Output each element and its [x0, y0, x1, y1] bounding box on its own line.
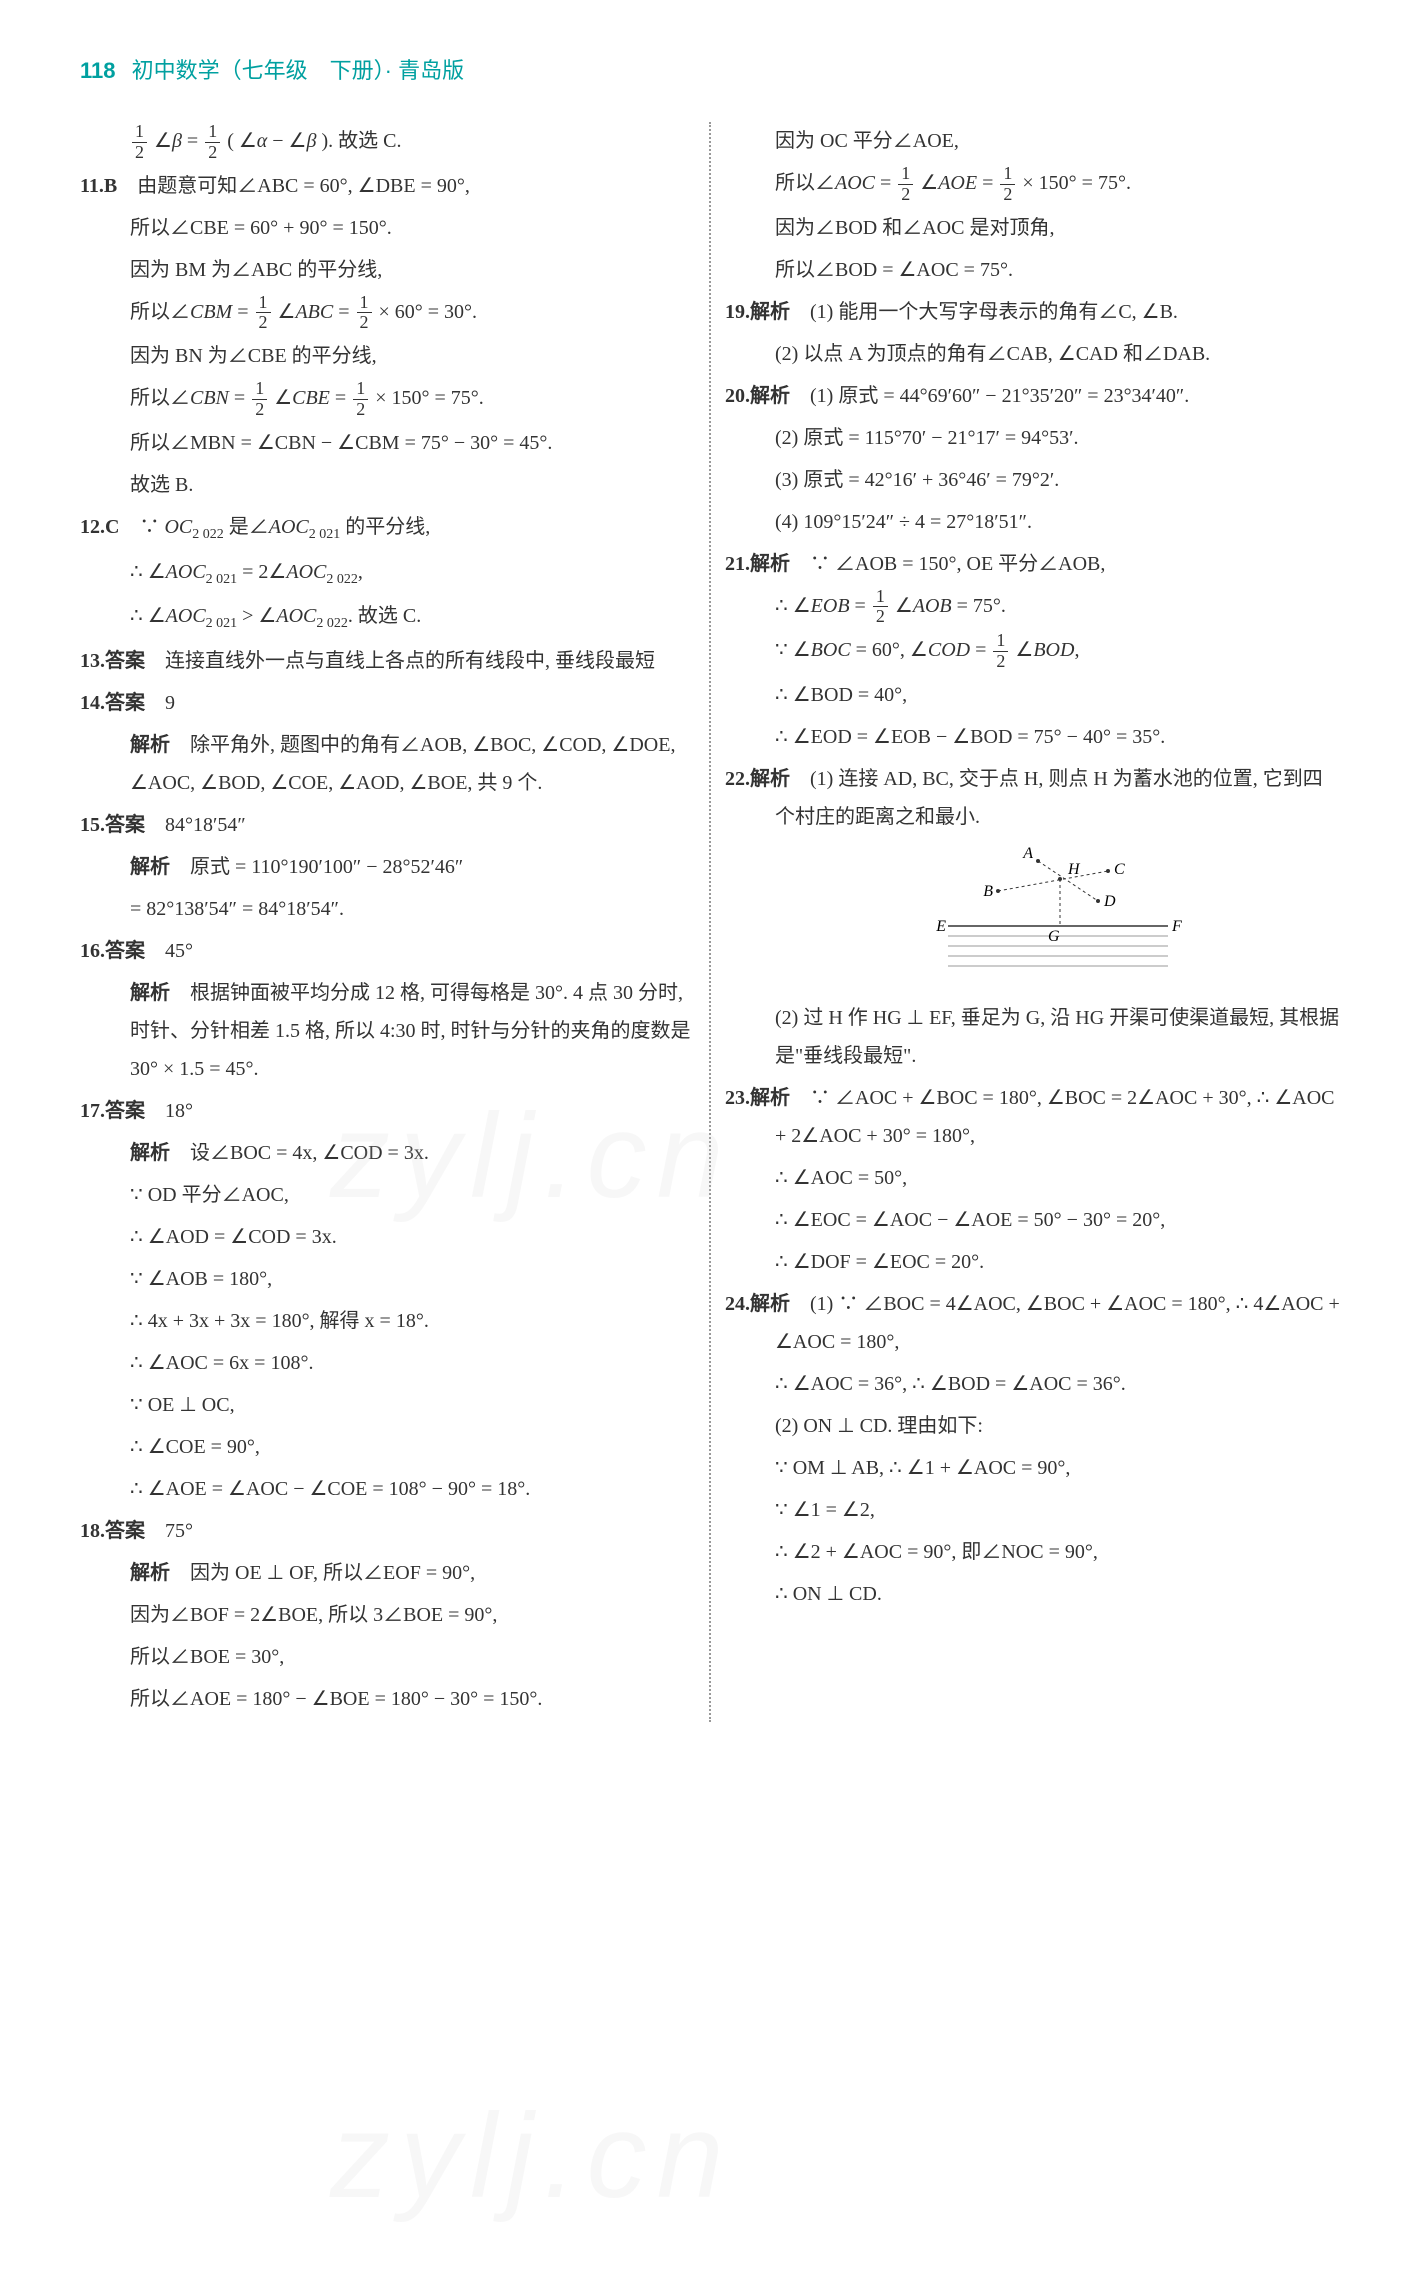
q24: 24.解析 (1) ∵ ∠BOC = 4∠AOC, ∠BOC + ∠AOC = … — [725, 1285, 1340, 1361]
text-line: 解析 根据钟面被平均分成 12 格, 可得每格是 30°. 4 点 30 分时,… — [80, 974, 695, 1088]
q21: 21.解析 ∵ ∠AOB = 150°, OE 平分∠AOB, — [725, 545, 1340, 583]
diagram-label-G: G — [1048, 928, 1060, 945]
content-columns: zylj.cn zylj.cn 12 ∠β = 12 ( ∠α − ∠β ). … — [80, 122, 1340, 1722]
q16: 16.答案 45° — [80, 932, 695, 970]
diagram-label-F: F — [1171, 918, 1182, 935]
page-title: 初中数学（七年级 下册）· 青岛版 — [132, 58, 464, 83]
text-line: ∴ ∠AOC2 021 = 2∠AOC2 022, — [80, 553, 695, 594]
right-column: 因为 OC 平分∠AOE, 所以∠AOC = 12 ∠AOE = 12 × 15… — [725, 122, 1340, 1722]
text-line: ∴ ∠EOD = ∠EOB − ∠BOD = 75° − 40° = 35°. — [725, 718, 1340, 756]
q-number: 21. — [725, 553, 750, 575]
text-line: (2) ON ⊥ CD. 理由如下: — [725, 1407, 1340, 1445]
q19: 19.解析 (1) 能用一个大写字母表示的角有∠C, ∠B. — [725, 293, 1340, 331]
text-line: 所以∠AOC = 12 ∠AOE = 12 × 150° = 75°. — [725, 164, 1340, 205]
text-line: ∵ OD 平分∠AOC, — [80, 1176, 695, 1214]
text-line: ∴ ∠AOC = 6x = 108°. — [80, 1344, 695, 1382]
text-line: 因为 BN 为∠CBE 的平分线, — [80, 337, 695, 375]
text-line: 解析 设∠BOC = 4x, ∠COD = 3x. — [80, 1134, 695, 1172]
text-line: 解析 原式 = 110°190′100″ − 28°52′46″ — [80, 848, 695, 886]
text-line: ∴ ∠DOF = ∠EOC = 20°. — [725, 1243, 1340, 1281]
q-number: 24. — [725, 1293, 750, 1315]
text-line: (2) 过 H 作 HG ⊥ EF, 垂足为 G, 沿 HG 开渠可使渠道最短,… — [725, 999, 1340, 1075]
text-line: ∵ OE ⊥ OC, — [80, 1386, 695, 1424]
q-number: 22. — [725, 768, 750, 790]
text-line: ∴ ∠AOC2 021 > ∠AOC2 022. 故选 C. — [80, 597, 695, 638]
q20: 20.解析 (1) 原式 = 44°69′60″ − 21°35′20″ = 2… — [725, 377, 1340, 415]
text-line: (2) 以点 A 为顶点的角有∠CAB, ∠CAD 和∠DAB. — [725, 335, 1340, 373]
q-number: 16. — [80, 940, 105, 962]
text-line: ∴ ∠BOD = 40°, — [725, 676, 1340, 714]
q-number: 13. — [80, 650, 105, 672]
q15: 15.答案 84°18′54″ — [80, 806, 695, 844]
text-line: (4) 109°15′24″ ÷ 4 = 27°18′51″. — [725, 503, 1340, 541]
text-line: 所以∠BOD = ∠AOC = 75°. — [725, 251, 1340, 289]
text-line: ∵ OM ⊥ AB, ∴ ∠1 + ∠AOC = 90°, — [725, 1449, 1340, 1487]
diagram-label-B: B — [983, 883, 993, 900]
text-line: 所以∠AOE = 180° − ∠BOE = 180° − 30° = 150°… — [80, 1680, 695, 1718]
q18: 18.答案 75° — [80, 1512, 695, 1550]
text-line: 所以∠CBM = 12 ∠ABC = 12 × 60° = 30°. — [80, 293, 695, 334]
q-number: 15. — [80, 814, 105, 836]
text-line: 因为 BM 为∠ABC 的平分线, — [80, 251, 695, 289]
diagram-label-C: C — [1114, 861, 1125, 878]
text-line: ∴ ∠EOB = 12 ∠AOB = 75°. — [725, 587, 1340, 628]
q-number: 20. — [725, 385, 750, 407]
text-line: 解析 除平角外, 题图中的角有∠AOB, ∠BOC, ∠COD, ∠DOE, ∠… — [80, 726, 695, 802]
q14: 14.答案 9 — [80, 684, 695, 722]
diagram-label-H: H — [1067, 861, 1081, 878]
watermark-2: zylj.cn — [330, 2042, 733, 2270]
text-line: ∴ ∠AOE = ∠AOC − ∠COE = 108° − 90° = 18°. — [80, 1470, 695, 1508]
diagram-label-A: A — [1022, 846, 1033, 862]
page-number: 118 — [80, 58, 116, 83]
text-line: 所以∠MBN = ∠CBN − ∠CBM = 75° − 30° = 45°. — [80, 424, 695, 462]
text-line: ∵ ∠AOB = 180°, — [80, 1260, 695, 1298]
q-number: 19. — [725, 301, 750, 323]
text-line: ∴ ∠2 + ∠AOC = 90°, 即∠NOC = 90°, — [725, 1533, 1340, 1571]
q-number: 11.B — [80, 175, 117, 197]
q-number: 12.C — [80, 516, 119, 538]
text-line: 解析 因为 OE ⊥ OF, 所以∠EOF = 90°, — [80, 1554, 695, 1592]
text-line: 所以∠CBN = 12 ∠CBE = 12 × 150° = 75°. — [80, 379, 695, 420]
text-line: ∴ ∠AOD = ∠COD = 3x. — [80, 1218, 695, 1256]
text-line: ∴ ∠AOC = 50°, — [725, 1159, 1340, 1197]
left-column: 12 ∠β = 12 ( ∠α − ∠β ). 故选 C. 11.B 由题意可知… — [80, 122, 695, 1722]
q22: 22.解析 (1) 连接 AD, BC, 交于点 H, 则点 H 为蓄水池的位置… — [725, 760, 1340, 836]
q22-diagram: E F A B C D H G — [775, 846, 1340, 989]
diagram-label-D: D — [1103, 893, 1116, 910]
q13: 13.答案 连接直线外一点与直线上各点的所有线段中, 垂线段最短 — [80, 642, 695, 680]
q-number: 14. — [80, 692, 105, 714]
q17: 17.答案 18° — [80, 1092, 695, 1130]
column-divider — [709, 122, 711, 1722]
text-line: 故选 B. — [80, 466, 695, 504]
text-line: ∵ ∠BOC = 60°, ∠COD = 12 ∠BOD, — [725, 631, 1340, 672]
text-line: ∴ 4x + 3x + 3x = 180°, 解得 x = 18°. — [80, 1302, 695, 1340]
q-number: 18. — [80, 1520, 105, 1542]
page-header: 118 初中数学（七年级 下册）· 青岛版 — [80, 50, 1340, 92]
text-line: ∵ ∠1 = ∠2, — [725, 1491, 1340, 1529]
text-line: ∴ ∠EOC = ∠AOC − ∠AOE = 50° − 30° = 20°, — [725, 1201, 1340, 1239]
text-line: = 82°138′54″ = 84°18′54″. — [80, 890, 695, 928]
q23: 23.解析 ∵ ∠AOC + ∠BOC = 180°, ∠BOC = 2∠AOC… — [725, 1079, 1340, 1155]
text-line: 因为∠BOD 和∠AOC 是对顶角, — [725, 209, 1340, 247]
text-line: 所以∠CBE = 60° + 90° = 150°. — [80, 209, 695, 247]
q-number: 23. — [725, 1087, 750, 1109]
text-line: ∴ ∠AOC = 36°, ∴ ∠BOD = ∠AOC = 36°. — [725, 1365, 1340, 1403]
text-line: (2) 原式 = 115°70′ − 21°17′ = 94°53′. — [725, 419, 1340, 457]
q11: 11.B 由题意可知∠ABC = 60°, ∠DBE = 90°, — [80, 167, 695, 205]
text-line: 所以∠BOE = 30°, — [80, 1638, 695, 1676]
text-line: 因为 OC 平分∠AOE, — [725, 122, 1340, 160]
q-number: 17. — [80, 1100, 105, 1122]
text-line: 12 ∠β = 12 ( ∠α − ∠β ). 故选 C. — [80, 122, 695, 163]
q12: 12.C ∵ OC2 022 是∠AOC2 021 的平分线, — [80, 508, 695, 549]
diagram-label-E: E — [935, 918, 946, 935]
text-line: (3) 原式 = 42°16′ + 36°46′ = 79°2′. — [725, 461, 1340, 499]
text-line: ∴ ON ⊥ CD. — [725, 1575, 1340, 1613]
text-line: 因为∠BOF = 2∠BOE, 所以 3∠BOE = 90°, — [80, 1596, 695, 1634]
text-line: ∴ ∠COE = 90°, — [80, 1428, 695, 1466]
